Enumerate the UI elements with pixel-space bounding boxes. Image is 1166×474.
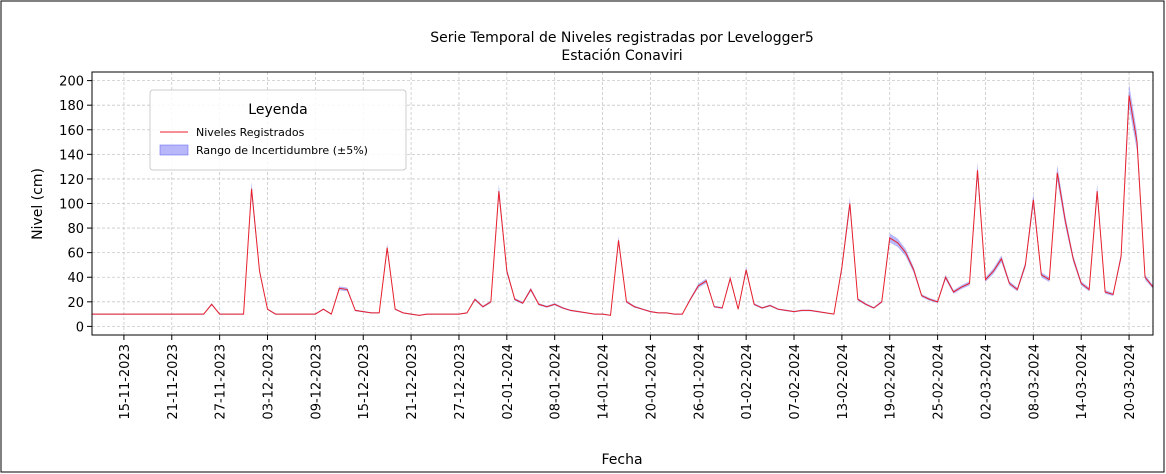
chart-title: Serie Temporal de Niveles registradas po… <box>430 30 814 46</box>
x-tick-label: 07-02-2024 <box>788 344 803 420</box>
x-tick-label: 13-02-2024 <box>836 344 851 420</box>
y-tick-label: 100 <box>59 198 84 213</box>
legend-swatch <box>159 144 189 156</box>
x-tick-label: 27-12-2023 <box>453 344 468 420</box>
x-tick-label: 26-01-2024 <box>692 344 707 420</box>
x-tick-label: 20-03-2024 <box>1123 344 1138 420</box>
legend-title: Leyenda <box>248 102 307 118</box>
x-tick-label: 20-01-2024 <box>644 344 659 420</box>
y-tick-label: 180 <box>59 99 84 114</box>
y-tick-label: 20 <box>67 296 84 311</box>
x-tick-label: 21-12-2023 <box>405 344 420 420</box>
y-tick-label: 140 <box>59 148 84 163</box>
level-line <box>92 95 1154 316</box>
legend-label: Niveles Registrados <box>196 126 305 139</box>
x-tick-label: 09-12-2023 <box>309 344 324 420</box>
x-tick-label: 02-03-2024 <box>979 344 994 420</box>
x-tick-label: 15-12-2023 <box>357 344 372 420</box>
x-tick-label: 02-01-2024 <box>501 344 516 420</box>
x-tick-label: 14-03-2024 <box>1075 344 1090 420</box>
y-tick-label: 200 <box>59 75 84 90</box>
x-tick-label: 14-01-2024 <box>597 344 612 420</box>
plot-frame <box>91 71 1154 336</box>
x-tick-label: 01-02-2024 <box>740 344 755 420</box>
y-tick-label: 160 <box>59 124 84 139</box>
y-axis-label: Nivel (cm) <box>30 168 46 240</box>
x-tick-label: 25-02-2024 <box>932 344 947 420</box>
y-tick-label: 80 <box>67 222 84 237</box>
x-tick-label: 15-11-2023 <box>118 344 133 420</box>
legend-label: Rango de Incertidumbre (±5%) <box>196 144 368 157</box>
x-tick-label: 21-11-2023 <box>166 344 181 420</box>
x-tick-label: 27-11-2023 <box>214 344 229 420</box>
y-tick-label: 0 <box>76 320 84 335</box>
x-tick-label: 08-01-2024 <box>549 344 564 420</box>
x-tick-label: 03-12-2023 <box>262 344 277 420</box>
y-tick-label: 120 <box>59 173 84 188</box>
x-tick-label: 19-02-2024 <box>884 344 899 420</box>
x-axis-label: Fecha <box>601 452 642 468</box>
legend-box <box>149 89 407 171</box>
y-tick-label: 60 <box>67 247 84 262</box>
y-tick-label: 40 <box>67 271 84 286</box>
x-tick-label: 08-03-2024 <box>1027 344 1042 420</box>
chart-subtitle: Estación Conaviri <box>561 48 682 64</box>
